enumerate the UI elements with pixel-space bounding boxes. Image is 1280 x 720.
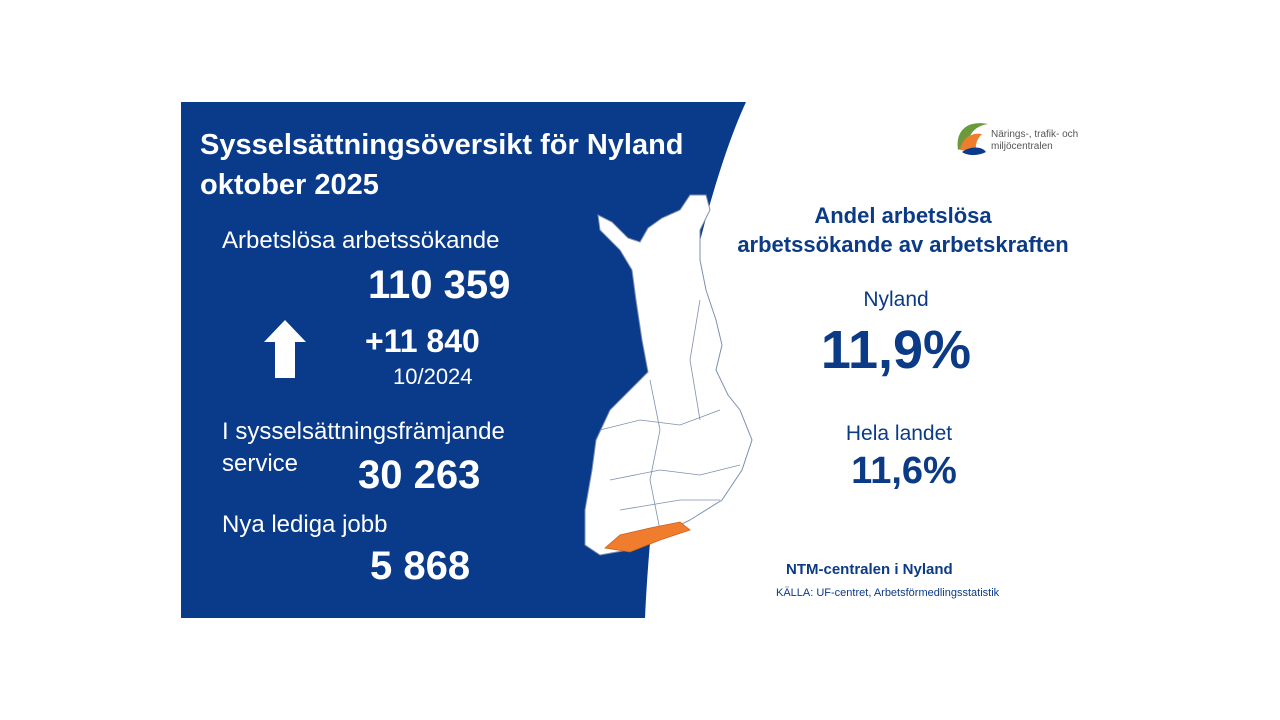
- value: 30 263: [358, 453, 481, 497]
- footer-source: KÄLLA: UF-centret, Arbetsförmedlingsstat…: [776, 587, 1000, 599]
- region-value: 11,6%: [851, 450, 957, 492]
- period: 10/2024: [393, 364, 473, 389]
- value: 5 868: [370, 544, 471, 588]
- label: service: [222, 450, 299, 477]
- value: 110 359: [368, 263, 511, 307]
- logo-leaf: [960, 133, 982, 152]
- logo-text: Närings-, trafik- och: [991, 129, 1079, 140]
- map-finland: [584, 194, 753, 556]
- title: oktober 2025: [200, 169, 379, 201]
- logo-text: miljöcentralen: [991, 141, 1053, 152]
- title: Sysselsättningsöversikt för Nyland: [200, 129, 684, 161]
- region-value: 11,9%: [820, 320, 972, 380]
- logo-leaf: [962, 147, 986, 155]
- label: Nya lediga jobb: [222, 511, 388, 538]
- map-borders: [599, 299, 741, 531]
- footer-org: NTM-centralen i Nyland: [786, 561, 953, 578]
- region-name: Hela landet: [845, 422, 953, 445]
- change: +11 840: [365, 323, 480, 359]
- heading: arbetssökande av arbetskraften: [737, 232, 1069, 257]
- region-name: Nyland: [863, 288, 929, 311]
- label: Arbetslösa arbetssökande: [222, 227, 500, 254]
- arrow-up: [264, 320, 306, 378]
- map-nyland: [604, 521, 691, 553]
- heading: Andel arbetslösa: [814, 203, 992, 228]
- label: I sysselsättningsfrämjande: [222, 418, 505, 445]
